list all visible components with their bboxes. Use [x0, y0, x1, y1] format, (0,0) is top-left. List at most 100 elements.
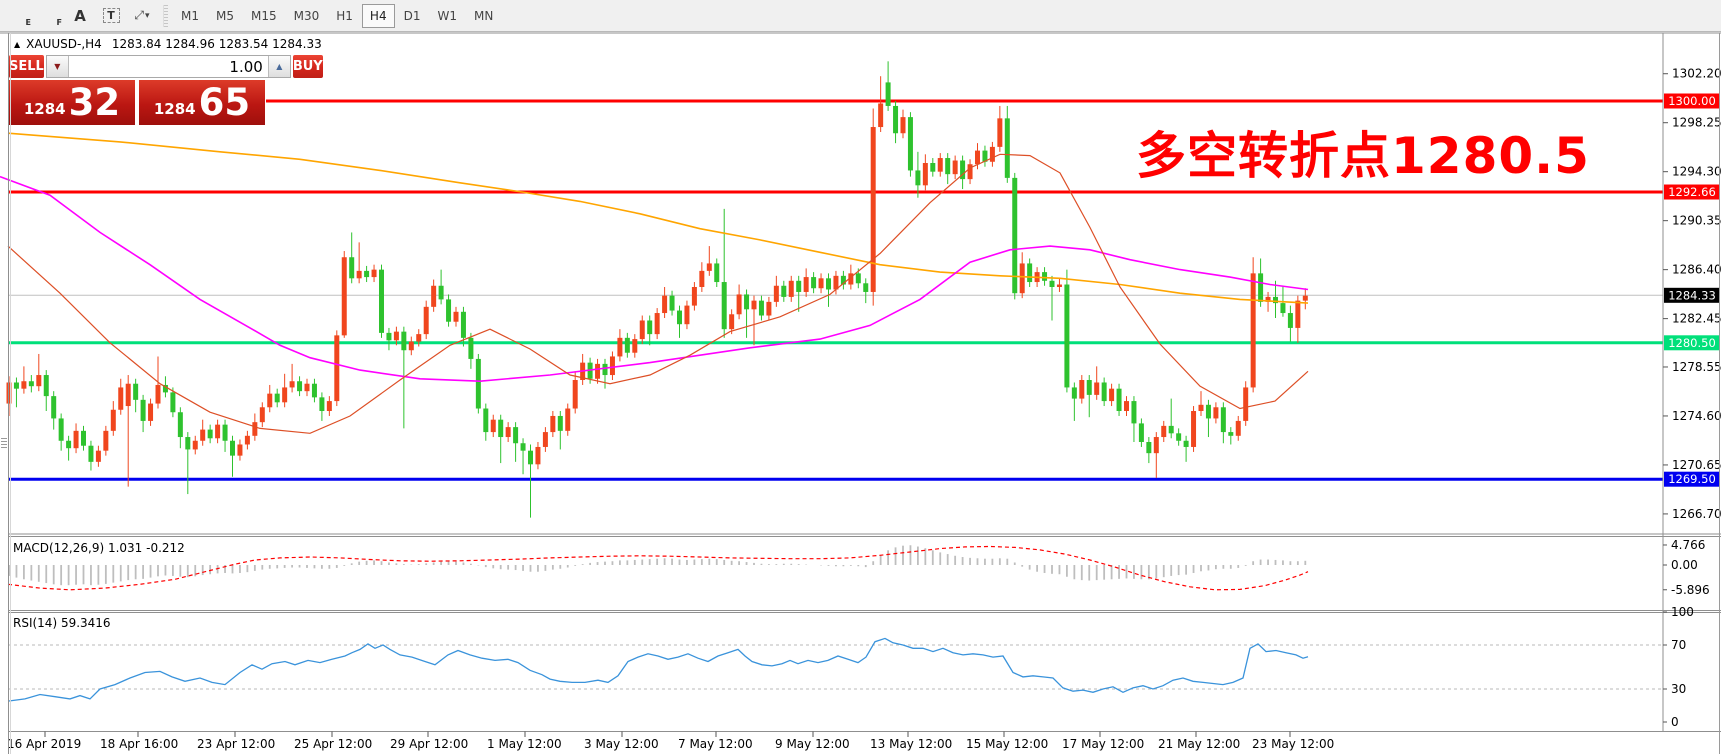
candle	[662, 287, 668, 318]
candle-body	[647, 320, 653, 335]
toolbar-grip[interactable]	[163, 4, 168, 27]
candle-body	[162, 384, 168, 393]
candle	[326, 396, 332, 416]
candle-body	[81, 430, 86, 446]
candle-body	[13, 382, 19, 389]
candle-body	[751, 300, 757, 310]
text-tool-icon[interactable]: A	[67, 4, 93, 28]
collapse-icon[interactable]: ▲	[14, 39, 21, 49]
candle-body	[1205, 404, 1211, 419]
candle-body	[736, 294, 742, 315]
candle	[1049, 275, 1055, 321]
candle-body	[1176, 433, 1182, 441]
candle-body	[58, 418, 64, 441]
sell-button[interactable]: SELL	[9, 55, 44, 78]
price-badge-bg	[1664, 471, 1720, 487]
volume-increase-button[interactable]: ▲	[267, 56, 290, 77]
candle	[1220, 402, 1226, 444]
timeframe-button-h1[interactable]: H1	[336, 8, 353, 23]
candle-body	[274, 393, 280, 403]
candle-body	[1027, 263, 1033, 283]
candle-body	[654, 313, 660, 335]
candle-body	[1042, 272, 1048, 281]
candle	[870, 108, 876, 306]
candle-body	[431, 285, 437, 307]
candle	[691, 282, 697, 311]
candle-body	[721, 282, 727, 330]
candle	[349, 232, 355, 284]
candle-body	[140, 399, 146, 421]
candle	[1273, 280, 1278, 318]
candle	[960, 155, 966, 190]
candle-body	[1287, 313, 1293, 328]
text-box-icon[interactable]: T	[98, 4, 124, 28]
candle-body	[893, 105, 899, 134]
price-tick-label: 1302.20	[1672, 67, 1721, 81]
macd-pane	[7, 545, 1309, 591]
price-badge-label: 1269.50	[1668, 472, 1716, 486]
candle	[528, 444, 533, 518]
timeframe-button-m5[interactable]: M5	[216, 8, 234, 23]
candle-body	[1116, 388, 1122, 411]
candle	[6, 376, 12, 416]
candle-body	[341, 257, 347, 336]
buy-button[interactable]: BUY	[292, 55, 323, 78]
line-studies-icon[interactable]: E	[5, 4, 31, 28]
candle-body	[148, 403, 154, 421]
candle-body	[989, 146, 995, 162]
candle	[758, 295, 764, 321]
price-tick-label: 1274.60	[1672, 409, 1721, 423]
timeframe-button-m1[interactable]: M1	[181, 8, 199, 23]
window-right-border	[1719, 33, 1720, 754]
candle	[751, 295, 757, 346]
rsi-scale-label: 70	[1671, 638, 1686, 652]
candle	[937, 153, 943, 177]
timeframe-button-m15[interactable]: M15	[251, 8, 277, 23]
candle-body	[1235, 420, 1241, 436]
candle	[1191, 406, 1197, 452]
candle-body	[982, 150, 988, 162]
timeframe-button-h4[interactable]: H4	[361, 3, 395, 28]
splitter-handle[interactable]	[1, 436, 7, 448]
candle	[468, 332, 474, 369]
candle	[1116, 383, 1122, 416]
price-badge-bg	[1664, 335, 1720, 351]
candle-body	[706, 263, 712, 271]
candle	[475, 353, 481, 414]
candle	[259, 402, 265, 428]
candle	[1094, 366, 1100, 400]
candle	[684, 300, 690, 330]
candle-body	[960, 160, 966, 180]
candle-body	[535, 446, 541, 465]
candle	[1168, 398, 1174, 439]
buy-price-tile[interactable]: 1284 65	[139, 80, 265, 125]
volume-decrease-button[interactable]: ▼	[46, 56, 69, 77]
timeframe-button-d1[interactable]: D1	[403, 8, 421, 23]
timeframe-button-m30[interactable]: M30	[293, 8, 320, 23]
buy-price-small: 1284	[153, 100, 196, 118]
candle-body	[1280, 303, 1286, 314]
timeframe-button-mn[interactable]: MN	[473, 8, 494, 23]
candle-body	[691, 287, 697, 306]
candle-body	[1131, 401, 1137, 424]
candle	[1124, 396, 1129, 416]
volume-input[interactable]	[68, 56, 268, 77]
price-tick-label: 1286.40	[1672, 263, 1721, 277]
candle	[1086, 375, 1092, 418]
candle-body	[788, 280, 794, 297]
price-badge-bg	[1664, 93, 1720, 109]
candle	[1205, 399, 1211, 438]
candle	[408, 336, 414, 356]
timeframe-button-w1[interactable]: W1	[437, 8, 457, 23]
candle-body	[483, 408, 489, 433]
candle	[1287, 305, 1293, 342]
candle-body	[267, 393, 273, 408]
candle	[1146, 437, 1152, 464]
candle-body	[289, 381, 295, 388]
candle-body	[6, 382, 12, 404]
arrange-icon[interactable]: ⤢ ▾	[129, 4, 155, 28]
sell-price-tile[interactable]: 1284 32	[9, 80, 135, 125]
candle-body	[885, 82, 891, 106]
grid-icon[interactable]: F	[36, 4, 62, 28]
